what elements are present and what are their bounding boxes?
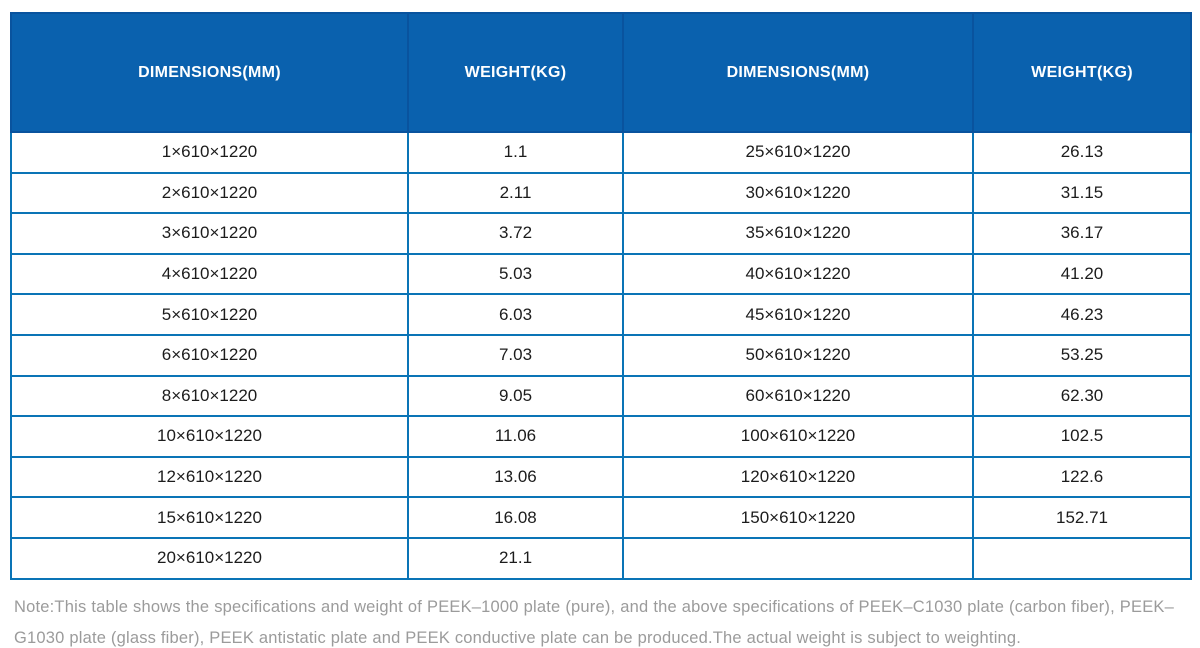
dimensions-cell: 15×610×1220 bbox=[10, 496, 409, 539]
dimensions-cell: 1×610×1220 bbox=[10, 131, 409, 174]
table-row: 4×610×1220 5.03 40×610×1220 41.20 bbox=[10, 252, 1192, 296]
dimensions-cell: 25×610×1220 bbox=[622, 131, 974, 174]
dimensions-cell: 2×610×1220 bbox=[10, 171, 409, 215]
table-row: 1×610×1220 1.1 25×610×1220 26.13 bbox=[10, 131, 1192, 174]
dimensions-cell bbox=[622, 536, 974, 580]
table-row: 8×610×1220 9.05 60×610×1220 62.30 bbox=[10, 374, 1192, 418]
dimensions-cell: 10×610×1220 bbox=[10, 415, 409, 458]
dimensions-cell: 8×610×1220 bbox=[10, 374, 409, 418]
footnote: Note:This table shows the specifications… bbox=[14, 598, 1174, 647]
weight-cell: 16.08 bbox=[407, 496, 624, 539]
spec-table-container: DIMENSIONS(MM) WEIGHT(KG) DIMENSIONS(MM)… bbox=[10, 12, 1192, 580]
dimensions-cell: 20×610×1220 bbox=[10, 536, 409, 580]
weight-cell: 3.72 bbox=[407, 212, 624, 255]
dimensions-cell: 100×610×1220 bbox=[622, 415, 974, 458]
table-row: 3×610×1220 3.72 35×610×1220 36.17 bbox=[10, 212, 1192, 255]
dimensions-cell: 35×610×1220 bbox=[622, 212, 974, 255]
dimensions-cell: 12×610×1220 bbox=[10, 455, 409, 499]
table-row: 12×610×1220 13.06 120×610×1220 122.6 bbox=[10, 455, 1192, 499]
header-dimensions-right: DIMENSIONS(MM) bbox=[622, 12, 974, 133]
peek-plate-spec-table: DIMENSIONS(MM) WEIGHT(KG) DIMENSIONS(MM)… bbox=[10, 12, 1192, 580]
weight-cell: 36.17 bbox=[972, 212, 1192, 255]
weight-cell: 102.5 bbox=[972, 415, 1192, 458]
table-row: 15×610×1220 16.08 150×610×1220 152.71 bbox=[10, 496, 1192, 539]
table-row: 2×610×1220 2.11 30×610×1220 31.15 bbox=[10, 171, 1192, 215]
weight-cell: 31.15 bbox=[972, 171, 1192, 215]
weight-cell: 21.1 bbox=[407, 536, 624, 580]
dimensions-cell: 120×610×1220 bbox=[622, 455, 974, 499]
header-weight-right: WEIGHT(KG) bbox=[972, 12, 1192, 133]
dimensions-cell: 6×610×1220 bbox=[10, 333, 409, 377]
dimensions-cell: 45×610×1220 bbox=[622, 293, 974, 336]
table-row: 6×610×1220 7.03 50×610×1220 53.25 bbox=[10, 333, 1192, 377]
header-dimensions-left: DIMENSIONS(MM) bbox=[10, 12, 409, 133]
weight-cell: 11.06 bbox=[407, 415, 624, 458]
dimensions-cell: 4×610×1220 bbox=[10, 252, 409, 296]
dimensions-cell: 30×610×1220 bbox=[622, 171, 974, 215]
weight-cell: 62.30 bbox=[972, 374, 1192, 418]
weight-cell: 7.03 bbox=[407, 333, 624, 377]
weight-cell: 122.6 bbox=[972, 455, 1192, 499]
weight-cell: 6.03 bbox=[407, 293, 624, 336]
table-row: 10×610×1220 11.06 100×610×1220 102.5 bbox=[10, 415, 1192, 458]
dimensions-cell: 40×610×1220 bbox=[622, 252, 974, 296]
dimensions-cell: 50×610×1220 bbox=[622, 333, 974, 377]
dimensions-cell: 5×610×1220 bbox=[10, 293, 409, 336]
table-row: 5×610×1220 6.03 45×610×1220 46.23 bbox=[10, 293, 1192, 336]
dimensions-cell: 150×610×1220 bbox=[622, 496, 974, 539]
header-weight-left: WEIGHT(KG) bbox=[407, 12, 624, 133]
weight-cell: 53.25 bbox=[972, 333, 1192, 377]
header-row: DIMENSIONS(MM) WEIGHT(KG) DIMENSIONS(MM)… bbox=[10, 12, 1192, 133]
weight-cell: 26.13 bbox=[972, 131, 1192, 174]
weight-cell: 2.11 bbox=[407, 171, 624, 215]
dimensions-cell: 3×610×1220 bbox=[10, 212, 409, 255]
weight-cell: 41.20 bbox=[972, 252, 1192, 296]
dimensions-cell: 60×610×1220 bbox=[622, 374, 974, 418]
weight-cell: 152.71 bbox=[972, 496, 1192, 539]
weight-cell: 46.23 bbox=[972, 293, 1192, 336]
table-row: 20×610×1220 21.1 bbox=[10, 536, 1192, 580]
weight-cell bbox=[972, 536, 1192, 580]
weight-cell: 13.06 bbox=[407, 455, 624, 499]
weight-cell: 5.03 bbox=[407, 252, 624, 296]
table-body: 1×610×1220 1.1 25×610×1220 26.13 2×610×1220 2… bbox=[10, 131, 1192, 580]
weight-cell: 1.1 bbox=[407, 131, 624, 174]
table-header: DIMENSIONS(MM) WEIGHT(KG) DIMENSIONS(MM)… bbox=[10, 12, 1192, 133]
weight-cell: 9.05 bbox=[407, 374, 624, 418]
